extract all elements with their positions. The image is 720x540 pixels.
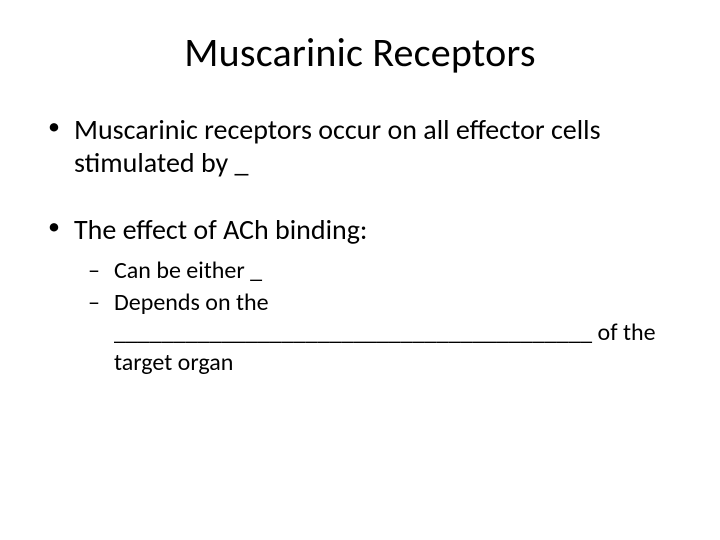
sub-bullet-item: Can be either _ [74, 256, 680, 286]
bullet-item: The effect of ACh binding: Can be either… [40, 213, 680, 378]
sub-bullet-list: Can be either _ Depends on the _________… [74, 256, 680, 378]
slide: Muscarinic Receptors Muscarinic receptor… [0, 0, 720, 540]
slide-title: Muscarinic Receptors [40, 28, 680, 77]
bullet-list: Muscarinic receptors occur on all effect… [40, 113, 680, 378]
sub-bullet-text: Depends on the _________________________… [114, 288, 656, 377]
sub-bullet-text: Can be either _ [114, 256, 262, 285]
sub-bullet-item: Depends on the _________________________… [74, 288, 680, 378]
bullet-text: The effect of ACh binding: [74, 212, 367, 247]
bullet-item: Muscarinic receptors occur on all effect… [40, 113, 680, 179]
bullet-text: Muscarinic receptors occur on all effect… [74, 112, 601, 180]
